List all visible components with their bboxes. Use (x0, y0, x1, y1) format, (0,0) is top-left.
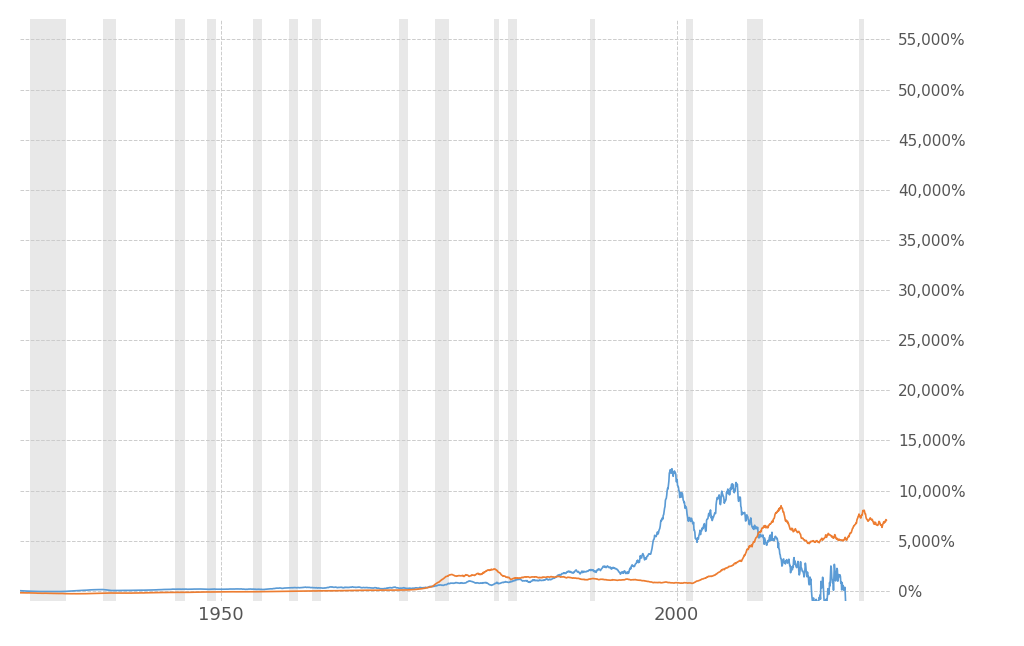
Bar (748, 19, 763, 601)
Bar (30, 19, 67, 601)
Bar (686, 19, 692, 601)
Bar (207, 19, 216, 601)
Bar (859, 19, 863, 601)
Bar (590, 19, 595, 601)
Bar (495, 19, 499, 601)
Bar (175, 19, 184, 601)
Bar (253, 19, 262, 601)
Bar (102, 19, 116, 601)
Bar (508, 19, 517, 601)
Bar (398, 19, 408, 601)
Bar (290, 19, 298, 601)
Bar (312, 19, 322, 601)
Bar (435, 19, 449, 601)
